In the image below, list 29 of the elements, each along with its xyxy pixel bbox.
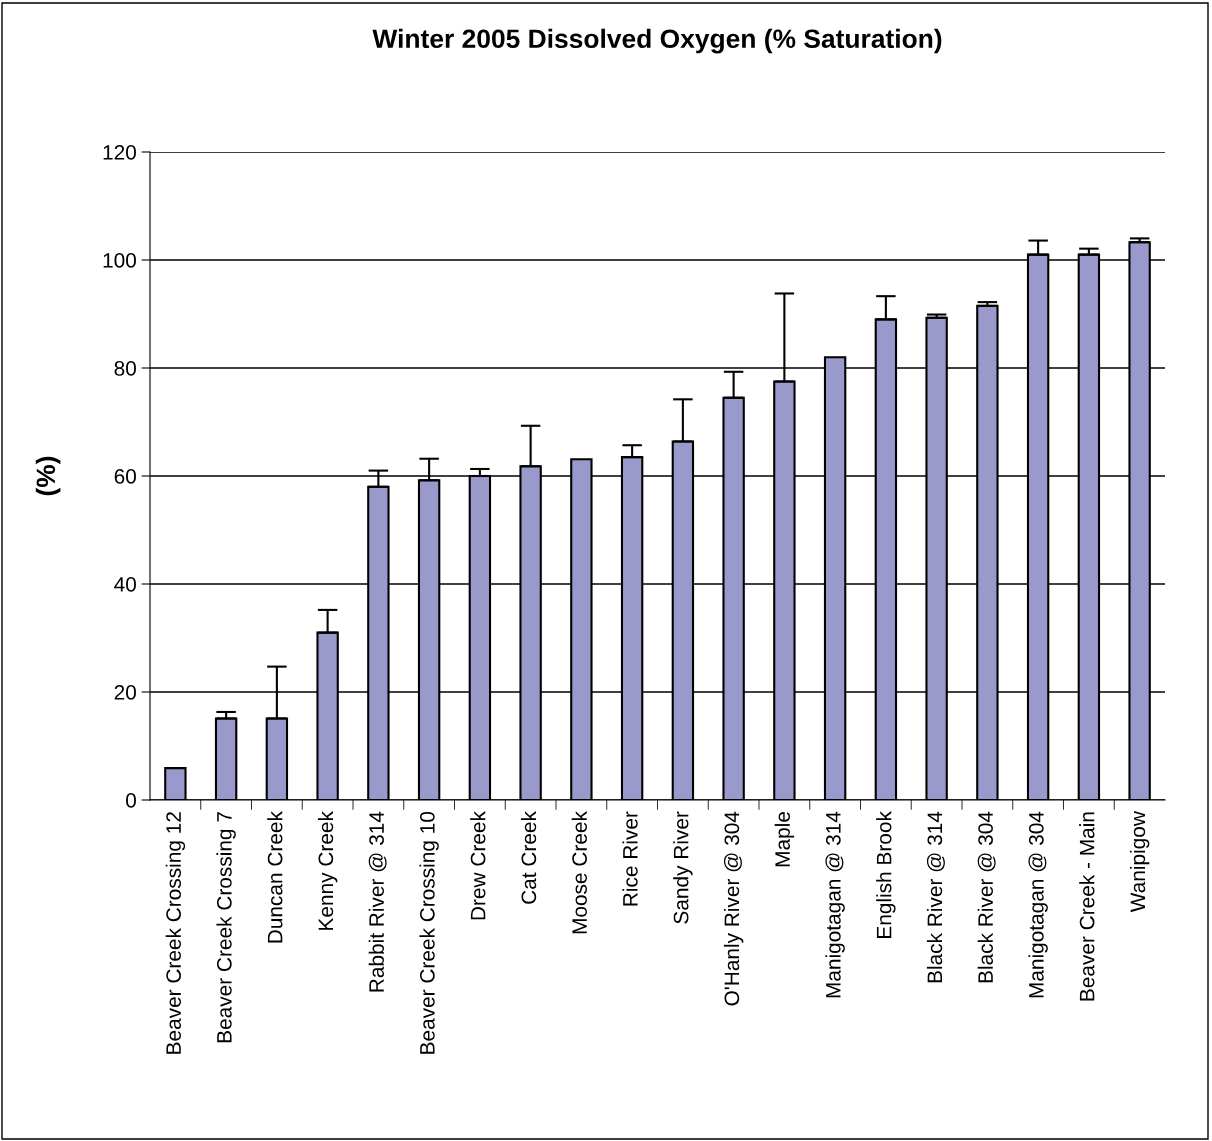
x-tick-label: Beaver Creek - Main (1079, 812, 1095, 1001)
y-tick-label: 100 (103, 253, 136, 268)
y-tick-label: 40 (114, 577, 136, 592)
x-tick-label: Moose Creek (571, 811, 587, 934)
x-tick-label: Beaver Creek Crossing 10 (419, 811, 439, 1054)
x-tick-label: Maple (774, 812, 795, 867)
y-tick-label: 0 (126, 793, 136, 808)
x-tick-label: Rabbit River @ 314 (368, 811, 387, 992)
chart-title: Winter 2005 Dissolved Oxygen (% Saturation) (372, 28, 942, 54)
y-tick-label: 20 (114, 685, 136, 700)
y-tick-label: 80 (114, 361, 136, 376)
x-tick-label: Kenny Creek (317, 811, 338, 930)
x-tick-label: Rice River (622, 811, 638, 906)
x-tick-label: English Brook (876, 811, 896, 938)
x-tick-label: Manigotagan @ 314 (825, 811, 845, 998)
y-axis-title: (%) (35, 456, 61, 496)
x-tick-label: Beaver Creek Crossing 7 (216, 812, 236, 1043)
x-tick-label: Wanipigow (1129, 811, 1150, 913)
x-tick-label: Beaver Creek Crossing 12 (165, 812, 186, 1054)
x-tick-label: Sandy River (673, 811, 693, 924)
x-tick-label: Duncan Creek (267, 811, 283, 943)
x-tick-label: Black River @ 304 (977, 811, 996, 983)
x-tick-label: Black River @ 314 (926, 811, 945, 983)
x-tick-label: Drew Creek (470, 811, 486, 920)
x-tick-label: Manigotagan @ 304 (1028, 811, 1048, 998)
x-tick-label: O'Hanly River @ 304 (723, 811, 744, 1006)
x-tick-label: Cat Creek (520, 811, 537, 904)
y-tick-label: 120 (103, 145, 136, 160)
y-tick-label: 60 (114, 469, 136, 484)
